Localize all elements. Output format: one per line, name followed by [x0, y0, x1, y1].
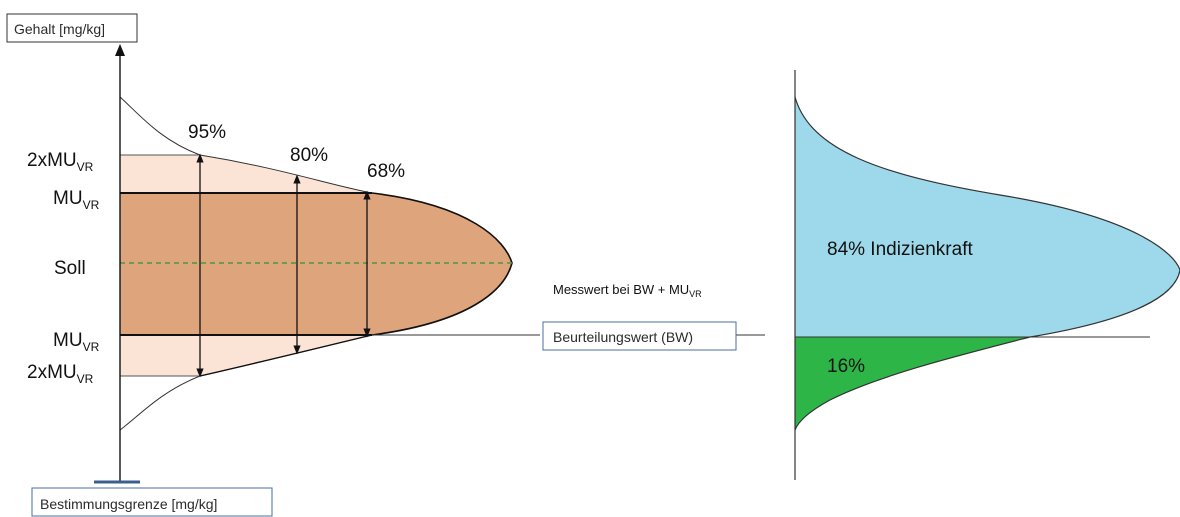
- right-distribution-curve: [794, 96, 1180, 431]
- x-axis-label-box: [31, 487, 273, 517]
- x-axis-label: Bestimmungsgrenze [mg/kg]: [40, 496, 217, 512]
- y-axis-label-box: [6, 13, 138, 43]
- upper-mu-label: MUVR: [53, 188, 100, 212]
- right-lower-label: 16%: [827, 356, 865, 377]
- assessment-value-label: Beurteilungswert (BW): [553, 329, 693, 345]
- assessment-value-box: [542, 321, 737, 351]
- label-68-percent: 68%: [367, 161, 405, 182]
- core-68-region: [120, 193, 512, 335]
- label-95-percent: 95%: [188, 122, 226, 143]
- measured-value-label: Messwert bei BW + MUVR: [553, 282, 702, 299]
- right-upper-label: 84% Indizienkraft: [827, 239, 973, 260]
- soll-label: Soll: [54, 258, 86, 279]
- upper-2mu-label: 2xMUVR: [27, 150, 94, 174]
- right-lower-region: [795, 337, 1030, 430]
- lower-mu-label: MUVR: [53, 330, 100, 354]
- label-80-percent: 80%: [290, 145, 328, 166]
- left-y-axis-arrowhead: [115, 44, 125, 56]
- y-axis-label: Gehalt [mg/kg]: [14, 21, 105, 37]
- lower-2mu-label: 2xMUVR: [27, 362, 94, 386]
- right-upper-region: [795, 97, 1180, 337]
